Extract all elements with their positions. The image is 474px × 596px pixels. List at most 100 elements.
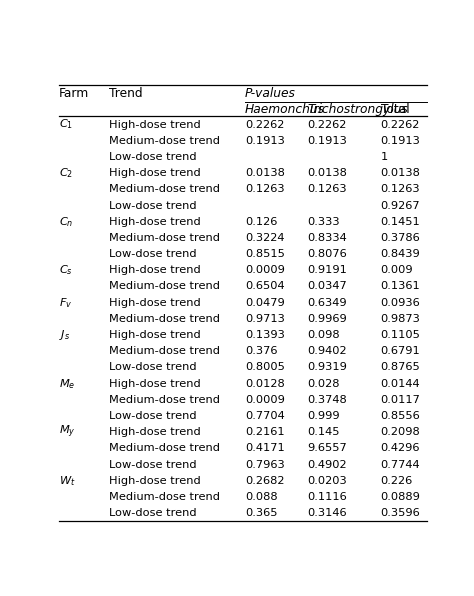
Text: 0.4171: 0.4171 (245, 443, 284, 454)
Text: 0.8334: 0.8334 (307, 233, 347, 243)
Text: 0.8439: 0.8439 (381, 249, 420, 259)
Text: Low-dose trend: Low-dose trend (109, 249, 196, 259)
Text: Trichostrongylus: Trichostrongylus (307, 103, 408, 116)
Text: 0.6791: 0.6791 (381, 346, 420, 356)
Text: 0.8765: 0.8765 (381, 362, 420, 372)
Text: 0.9969: 0.9969 (307, 314, 347, 324)
Text: High-dose trend: High-dose trend (109, 217, 201, 226)
Text: High-dose trend: High-dose trend (109, 168, 201, 178)
Text: 0.009: 0.009 (381, 265, 413, 275)
Text: $M_y$: $M_y$ (59, 424, 76, 440)
Text: 0.028: 0.028 (307, 378, 340, 389)
Text: Trend: Trend (109, 87, 143, 100)
Text: 0.0128: 0.0128 (245, 378, 284, 389)
Text: 0.1263: 0.1263 (381, 184, 420, 194)
Text: 0.6504: 0.6504 (245, 281, 284, 291)
Text: 0.098: 0.098 (307, 330, 340, 340)
Text: 0.0479: 0.0479 (245, 297, 284, 308)
Text: 0.1913: 0.1913 (245, 136, 284, 146)
Text: 0.376: 0.376 (245, 346, 277, 356)
Text: High-dose trend: High-dose trend (109, 120, 201, 129)
Text: Farm: Farm (59, 87, 90, 100)
Text: 0.1361: 0.1361 (381, 281, 420, 291)
Text: Medium-dose trend: Medium-dose trend (109, 443, 220, 454)
Text: 0.8556: 0.8556 (381, 411, 420, 421)
Text: 0.145: 0.145 (307, 427, 340, 437)
Text: 0.0009: 0.0009 (245, 265, 284, 275)
Text: 0.8076: 0.8076 (307, 249, 347, 259)
Text: 0.0203: 0.0203 (307, 476, 347, 486)
Text: 0.3786: 0.3786 (381, 233, 420, 243)
Text: 0.9713: 0.9713 (245, 314, 284, 324)
Text: 0.365: 0.365 (245, 508, 277, 518)
Text: 0.126: 0.126 (245, 217, 277, 226)
Text: 0.2262: 0.2262 (245, 120, 284, 129)
Text: 0.0138: 0.0138 (307, 168, 347, 178)
Text: High-dose trend: High-dose trend (109, 378, 201, 389)
Text: 0.8005: 0.8005 (245, 362, 284, 372)
Text: Medium-dose trend: Medium-dose trend (109, 184, 220, 194)
Text: High-dose trend: High-dose trend (109, 330, 201, 340)
Text: 0.0144: 0.0144 (381, 378, 420, 389)
Text: 0.9873: 0.9873 (381, 314, 420, 324)
Text: 0.1451: 0.1451 (381, 217, 420, 226)
Text: Medium-dose trend: Medium-dose trend (109, 233, 220, 243)
Text: 0.4296: 0.4296 (381, 443, 420, 454)
Text: 0.0117: 0.0117 (381, 395, 420, 405)
Text: 0.333: 0.333 (307, 217, 340, 226)
Text: P-values: P-values (245, 87, 296, 100)
Text: Haemonchus: Haemonchus (245, 103, 325, 116)
Text: High-dose trend: High-dose trend (109, 476, 201, 486)
Text: 0.1105: 0.1105 (381, 330, 420, 340)
Text: High-dose trend: High-dose trend (109, 265, 201, 275)
Text: 0.3146: 0.3146 (307, 508, 347, 518)
Text: 0.4902: 0.4902 (307, 460, 347, 470)
Text: 0.0138: 0.0138 (245, 168, 284, 178)
Text: High-dose trend: High-dose trend (109, 297, 201, 308)
Text: 0.9267: 0.9267 (381, 200, 420, 210)
Text: $J_s$: $J_s$ (59, 328, 71, 342)
Text: 0.3596: 0.3596 (381, 508, 420, 518)
Text: 0.088: 0.088 (245, 492, 277, 502)
Text: 0.0936: 0.0936 (381, 297, 420, 308)
Text: 0.0009: 0.0009 (245, 395, 284, 405)
Text: 0.1913: 0.1913 (307, 136, 347, 146)
Text: 0.2262: 0.2262 (307, 120, 346, 129)
Text: 0.9402: 0.9402 (307, 346, 347, 356)
Text: 0.7744: 0.7744 (381, 460, 420, 470)
Text: $C_2$: $C_2$ (59, 166, 73, 180)
Text: 0.226: 0.226 (381, 476, 413, 486)
Text: 0.2682: 0.2682 (245, 476, 284, 486)
Text: Medium-dose trend: Medium-dose trend (109, 281, 220, 291)
Text: Low-dose trend: Low-dose trend (109, 200, 196, 210)
Text: 0.2161: 0.2161 (245, 427, 284, 437)
Text: Medium-dose trend: Medium-dose trend (109, 395, 220, 405)
Text: 0.3224: 0.3224 (245, 233, 284, 243)
Text: 0.1263: 0.1263 (307, 184, 347, 194)
Text: 0.7963: 0.7963 (245, 460, 284, 470)
Text: 0.0889: 0.0889 (381, 492, 420, 502)
Text: Total: Total (381, 103, 410, 116)
Text: 9.6557: 9.6557 (307, 443, 347, 454)
Text: 0.7704: 0.7704 (245, 411, 284, 421)
Text: 0.3748: 0.3748 (307, 395, 347, 405)
Text: $M_e$: $M_e$ (59, 377, 76, 390)
Text: 0.2262: 0.2262 (381, 120, 420, 129)
Text: 0.9191: 0.9191 (307, 265, 347, 275)
Text: Low-dose trend: Low-dose trend (109, 152, 196, 162)
Text: Low-dose trend: Low-dose trend (109, 411, 196, 421)
Text: 0.1116: 0.1116 (307, 492, 347, 502)
Text: $C_1$: $C_1$ (59, 117, 73, 132)
Text: Medium-dose trend: Medium-dose trend (109, 492, 220, 502)
Text: 0.1263: 0.1263 (245, 184, 284, 194)
Text: 0.1393: 0.1393 (245, 330, 284, 340)
Text: $F_v$: $F_v$ (59, 296, 73, 309)
Text: $W_t$: $W_t$ (59, 474, 76, 488)
Text: 1: 1 (381, 152, 388, 162)
Text: Low-dose trend: Low-dose trend (109, 460, 196, 470)
Text: 0.8515: 0.8515 (245, 249, 284, 259)
Text: High-dose trend: High-dose trend (109, 427, 201, 437)
Text: Low-dose trend: Low-dose trend (109, 508, 196, 518)
Text: Low-dose trend: Low-dose trend (109, 362, 196, 372)
Text: Medium-dose trend: Medium-dose trend (109, 314, 220, 324)
